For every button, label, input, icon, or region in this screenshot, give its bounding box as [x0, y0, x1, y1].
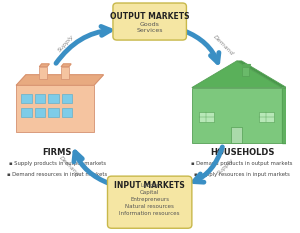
Bar: [62, 108, 72, 116]
Text: ▪ Supply resources in input markets: ▪ Supply resources in input markets: [194, 172, 290, 177]
Text: FIRMS: FIRMS: [43, 148, 72, 157]
Bar: [62, 94, 72, 103]
Polygon shape: [16, 75, 104, 85]
Text: ▪ Demand resources in input markets: ▪ Demand resources in input markets: [7, 172, 107, 177]
Bar: [259, 112, 274, 122]
Text: ▪ Supply products in output markets: ▪ Supply products in output markets: [9, 161, 106, 165]
Polygon shape: [242, 65, 250, 67]
Bar: [35, 94, 45, 103]
Bar: [199, 112, 214, 122]
Bar: [49, 108, 59, 116]
Bar: [242, 67, 249, 76]
Bar: [40, 67, 47, 79]
Polygon shape: [237, 61, 286, 88]
FancyBboxPatch shape: [113, 3, 186, 40]
Text: OUTPUT MARKETS: OUTPUT MARKETS: [110, 12, 189, 21]
Text: Supply: Supply: [58, 34, 76, 53]
Text: Demand: Demand: [58, 155, 81, 178]
Text: Goods
Services: Goods Services: [136, 21, 163, 33]
Bar: [231, 127, 242, 143]
Polygon shape: [40, 64, 49, 67]
Text: ▪ Demand products in output markets: ▪ Demand products in output markets: [191, 161, 293, 165]
Text: Demand: Demand: [212, 35, 234, 57]
FancyBboxPatch shape: [107, 176, 192, 228]
Bar: [16, 85, 94, 132]
Text: HOUSEHOLDS: HOUSEHOLDS: [210, 148, 274, 157]
Polygon shape: [61, 64, 71, 67]
Bar: [21, 108, 32, 116]
Text: Labour
Capital
Entrepreneurs
Natural resources
Information resources: Labour Capital Entrepreneurs Natural res…: [119, 183, 180, 216]
Bar: [61, 67, 69, 79]
Text: INPUT MARKETS: INPUT MARKETS: [114, 182, 185, 191]
Bar: [192, 88, 282, 143]
Bar: [21, 94, 32, 103]
Bar: [35, 108, 45, 116]
Polygon shape: [282, 88, 286, 143]
Text: Supply: Supply: [217, 157, 235, 176]
Bar: [49, 94, 59, 103]
Polygon shape: [192, 61, 282, 88]
